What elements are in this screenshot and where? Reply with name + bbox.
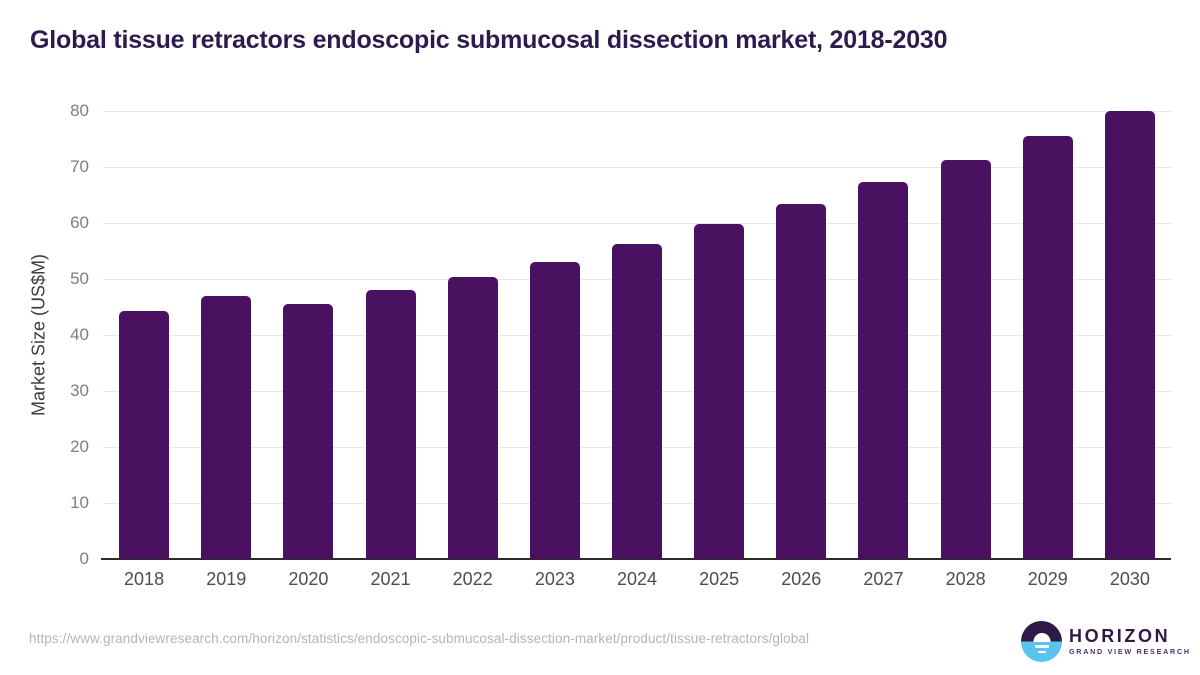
logo-sub-name: GRAND VIEW RESEARCH (1069, 647, 1191, 657)
y-tick-label-80: 80 (70, 101, 89, 120)
x-tick-label-2018: 2018 (124, 569, 165, 589)
x-tick-label-2030: 2030 (1109, 569, 1150, 589)
bar-2029 (1022, 136, 1073, 559)
gridline-y-60 (103, 222, 1171, 224)
x-tick-label-2028: 2028 (945, 569, 986, 589)
bar-2030 (1104, 111, 1155, 559)
x-tick-label-2023: 2023 (534, 569, 575, 589)
x-tick-label-2021: 2021 (370, 569, 411, 589)
y-tick-label-10: 10 (70, 493, 89, 512)
bar-2028 (940, 160, 991, 559)
horizon-logo: HORIZON GRAND VIEW RESEARCH (1021, 621, 1191, 662)
y-tick-label-70: 70 (70, 157, 89, 176)
y-tick-label-20: 20 (70, 437, 89, 456)
x-tick-label-2020: 2020 (288, 569, 329, 589)
chart-title: Global tissue retractors endoscopic subm… (30, 26, 948, 54)
x-tick-label-2027: 2027 (863, 569, 904, 589)
gridline-y-70 (103, 166, 1171, 168)
bar-2024 (612, 243, 662, 559)
x-tick-label-2024: 2024 (616, 569, 658, 589)
logo-brand-name: HORIZON (1069, 626, 1171, 647)
bar-2021 (365, 290, 416, 559)
sun-shape (1033, 633, 1050, 642)
y-tick-label-0: 0 (79, 549, 89, 568)
y-tick-label-40: 40 (70, 325, 89, 344)
sun-reflection-line (1034, 645, 1049, 648)
y-tick-label-30: 30 (70, 381, 89, 400)
bar-2027 (858, 182, 909, 559)
bar-2023 (529, 261, 580, 559)
bar-2025 (694, 224, 745, 559)
y-tick-label-60: 60 (70, 213, 89, 232)
x-axis-line (101, 558, 1171, 560)
x-tick-label-2022: 2022 (452, 569, 493, 589)
source-url: https://www.grandviewresearch.com/horizo… (29, 631, 810, 646)
x-tick-label-2025: 2025 (699, 569, 740, 589)
horizon-sun-icon (1021, 621, 1062, 662)
bar-2018 (119, 311, 170, 559)
y-tick-label-50: 50 (70, 269, 89, 288)
bar-2022 (447, 277, 498, 559)
bar-2026 (776, 203, 827, 559)
sun-reflection-line (1037, 650, 1046, 653)
x-tick-label-2026: 2026 (781, 569, 822, 589)
logo-text: HORIZON GRAND VIEW RESEARCH (1069, 627, 1191, 655)
plot-area (101, 110, 1171, 560)
bar-2019 (201, 295, 252, 559)
x-tick-label-2019: 2019 (206, 569, 247, 589)
x-tick-label-2029: 2029 (1027, 569, 1068, 589)
gridline-y-80 (103, 110, 1171, 112)
bar-2020 (283, 304, 334, 559)
